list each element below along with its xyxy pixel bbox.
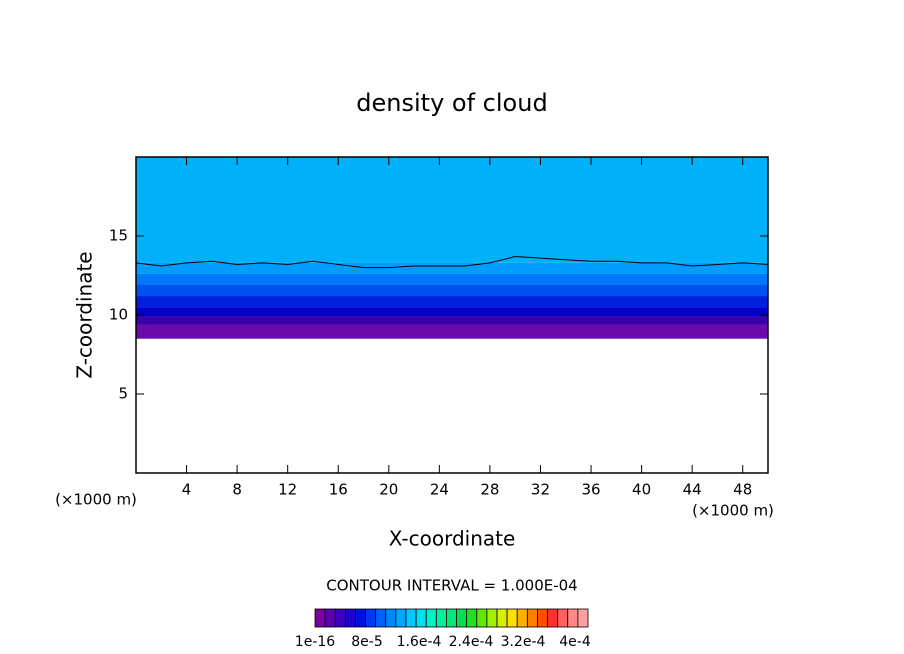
contour-band bbox=[136, 284, 768, 297]
colorbar-swatch bbox=[456, 608, 468, 628]
colorbar-swatch bbox=[526, 608, 538, 628]
x-tick-label: 8 bbox=[232, 481, 242, 499]
colorbar-swatch bbox=[446, 608, 457, 628]
x-tick-label: 4 bbox=[182, 481, 192, 499]
colorbar-swatch bbox=[375, 608, 387, 628]
colorbar-swatch bbox=[425, 608, 437, 628]
colorbar-swatch bbox=[547, 608, 559, 628]
y-tick-label: 5 bbox=[118, 385, 128, 403]
contour-band bbox=[136, 316, 768, 325]
colorbar-swatch bbox=[476, 608, 488, 628]
colorbar-swatch bbox=[537, 608, 548, 628]
colorbar-swatch bbox=[415, 608, 427, 628]
colorbar-label: 1e-16 bbox=[295, 634, 335, 650]
colorbar-label: 8e-5 bbox=[351, 634, 382, 650]
x-tick-label: 12 bbox=[278, 481, 297, 499]
colorbar-swatch bbox=[557, 608, 569, 628]
colorbar-swatch bbox=[365, 608, 377, 628]
contour-band bbox=[136, 273, 768, 285]
y-axis-label: Z-coordinate bbox=[73, 251, 97, 378]
colorbar-swatch bbox=[496, 608, 508, 628]
x-tick-label: 32 bbox=[531, 481, 550, 499]
x-tick-label: 48 bbox=[733, 481, 752, 499]
x-unit: (×1000 m) bbox=[55, 491, 137, 509]
colorbar-swatch bbox=[395, 608, 407, 628]
colorbar-swatch bbox=[405, 608, 417, 628]
colorbar-swatch bbox=[324, 608, 336, 628]
colorbar-swatch bbox=[355, 608, 366, 628]
chart-title: density of cloud bbox=[356, 89, 547, 117]
x-tick-label: 28 bbox=[480, 481, 499, 499]
y-tick-label: 15 bbox=[109, 227, 128, 245]
contour-band bbox=[136, 296, 768, 308]
x-tick-label: 44 bbox=[683, 481, 702, 499]
colorbar-swatch bbox=[314, 608, 326, 628]
colorbar-label: 1.6e-4 bbox=[397, 634, 442, 650]
colorbar-swatch bbox=[506, 608, 518, 628]
x-tick-label: 20 bbox=[379, 481, 398, 499]
colorbar-label: 2.4e-4 bbox=[449, 634, 494, 650]
contour-line bbox=[135, 256, 769, 269]
x-tick-label: 40 bbox=[632, 481, 651, 499]
colorbar-swatch bbox=[334, 608, 346, 628]
x-tick-label: 24 bbox=[430, 481, 449, 499]
colorbar-swatch bbox=[385, 608, 397, 628]
x-unit: (×1000 m) bbox=[692, 502, 774, 520]
colorbar-swatch bbox=[516, 608, 528, 628]
x-tick-label: 36 bbox=[581, 481, 600, 499]
contour-interval: CONTOUR INTERVAL = 1.000E-04 bbox=[326, 577, 577, 595]
colorbar-swatch bbox=[486, 608, 498, 628]
colorbar-label: 4e-4 bbox=[559, 634, 591, 650]
colorbar-swatch bbox=[577, 608, 589, 628]
contour-band bbox=[136, 307, 768, 317]
x-axis-label: X-coordinate bbox=[389, 527, 516, 551]
x-tick-label: 16 bbox=[329, 481, 348, 499]
contour-band bbox=[136, 157, 768, 263]
y-tick-label: 10 bbox=[109, 306, 128, 324]
contour-band bbox=[136, 324, 768, 339]
colorbar-swatch bbox=[466, 608, 478, 628]
colorbar-label: 3.2e-4 bbox=[501, 634, 546, 650]
contour-band bbox=[136, 262, 768, 274]
colorbar-swatch bbox=[435, 608, 447, 628]
colorbar-swatch bbox=[344, 608, 356, 628]
colorbar-swatch bbox=[567, 608, 579, 628]
